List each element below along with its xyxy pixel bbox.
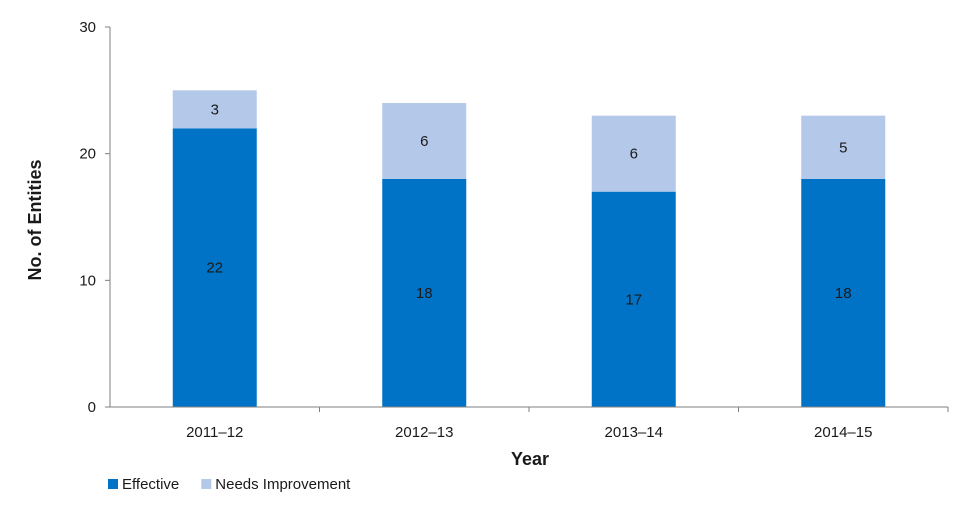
data-label: 6 [630,146,638,163]
bar-segment-needs-improvement [172,90,257,129]
legend-label: Needs Improvement [215,476,351,493]
bar-segment-needs-improvement [382,103,467,179]
x-axis-ticks: 2011–12 2012–13 2013–14 2014–15 [186,407,949,441]
bar-segment-needs-improvement [591,115,676,192]
legend-label: Effective [122,476,179,493]
data-label: 3 [211,101,219,118]
y-tick-label: 30 [79,19,96,36]
legend-swatch [201,479,212,489]
y-tick-label: 10 [79,272,96,289]
x-axis-title: Year [511,449,549,469]
y-tick-label: 20 [79,146,96,163]
legend-swatch [108,479,118,489]
x-tick-label: 2014–15 [814,424,872,441]
x-tick-label: 2011–12 [186,424,243,441]
bar-segment-effective [172,128,257,408]
y-tick-label: 0 [88,399,96,416]
data-label: 18 [416,285,433,302]
y-axis-ticks: 0 10 20 30 [79,19,110,416]
bar-segment-needs-improvement [801,115,886,179]
data-label: 22 [206,260,223,277]
legend: Effective Needs Improvement [108,476,351,493]
data-label: 6 [420,133,428,150]
bar-segment-effective [382,179,467,407]
y-axis-title: No. of Entities [25,160,45,281]
bar-segment-effective [801,179,886,407]
data-label: 17 [625,291,642,308]
bar-segment-effective [591,191,676,407]
bars: 22 3 18 6 17 6 18 5 [172,90,886,408]
data-label: 5 [839,139,847,156]
x-tick-label: 2012–13 [395,424,453,441]
data-label: 18 [835,285,852,302]
x-tick-label: 2013–14 [605,424,663,441]
